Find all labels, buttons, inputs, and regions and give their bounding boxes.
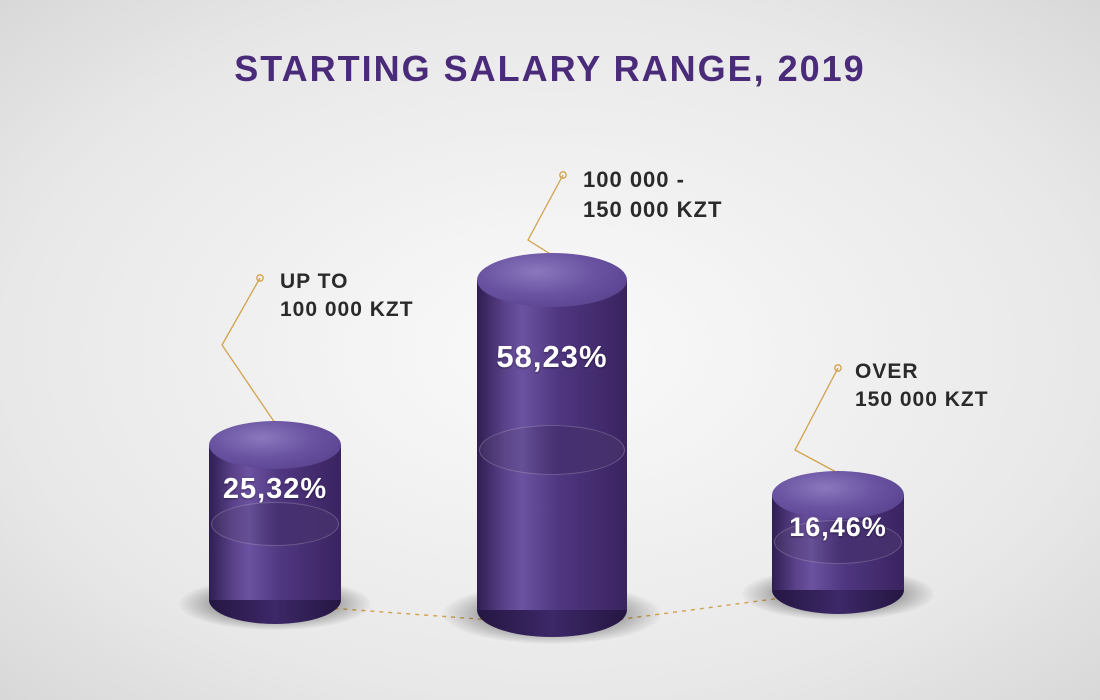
- cylinder-label: OVER150 000 KZT: [855, 358, 989, 415]
- cylinder-ring: [211, 502, 339, 546]
- chart-stage: 25,32%UP TO100 000 KZT58,23%100 000 -150…: [0, 0, 1100, 700]
- leader-dot-icon: [257, 275, 263, 281]
- label-line: UP TO: [280, 268, 414, 296]
- cylinder-top: [477, 253, 627, 307]
- label-line: 150 000 KZT: [855, 386, 989, 414]
- cylinder-top: [209, 421, 341, 469]
- label-line: OVER: [855, 358, 989, 386]
- cylinder-value: 16,46%: [772, 512, 904, 543]
- cylinder-label: UP TO100 000 KZT: [280, 268, 414, 325]
- cylinder-value: 25,32%: [209, 473, 341, 506]
- leader-dot-icon: [560, 172, 566, 178]
- leader-dot-icon: [835, 365, 841, 371]
- label-line: 100 000 -: [583, 165, 722, 195]
- leader-line: [528, 175, 563, 255]
- cylinder-value: 58,23%: [477, 339, 627, 375]
- leader-line: [795, 368, 838, 473]
- leader-line: [222, 278, 275, 423]
- cylinder-ring: [479, 425, 625, 475]
- cylinder-label: 100 000 -150 000 KZT: [583, 165, 722, 224]
- label-line: 100 000 KZT: [280, 296, 414, 324]
- label-line: 150 000 KZT: [583, 195, 722, 225]
